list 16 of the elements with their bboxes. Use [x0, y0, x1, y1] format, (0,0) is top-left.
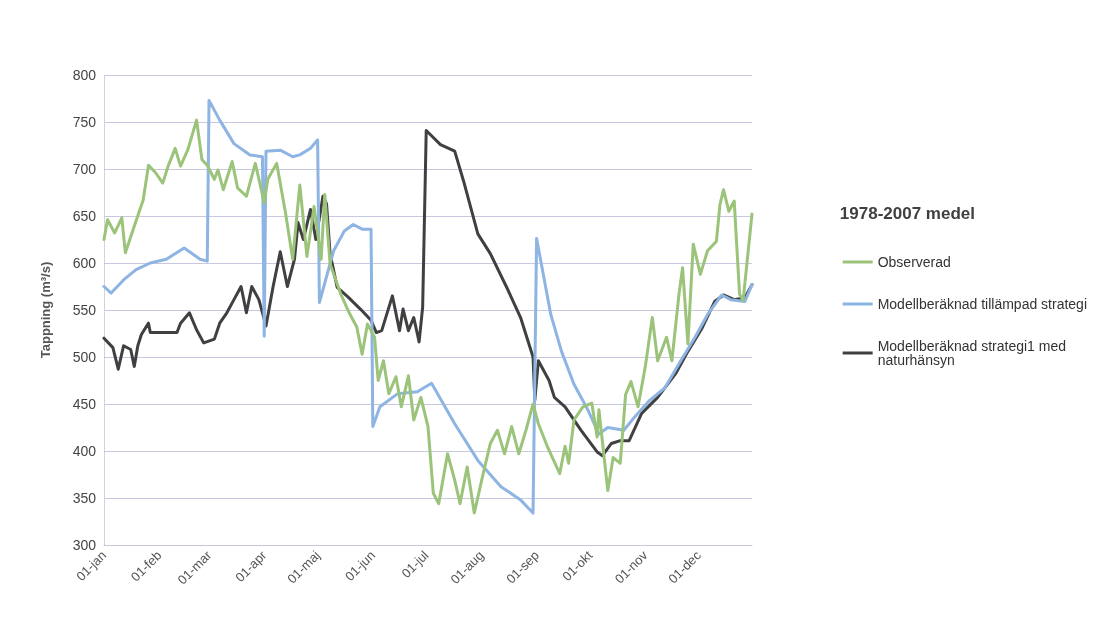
y-tick-label: 700 [72, 161, 97, 177]
y-tick-label: 400 [72, 443, 97, 459]
y-tick-label: 750 [72, 114, 97, 130]
legend-label: Modellberäknad strategi1 med naturhänsyn [877, 338, 1070, 368]
y-tick-label: 350 [72, 490, 97, 506]
y-tick-label: 600 [72, 255, 97, 271]
y-tick-label: 800 [72, 67, 97, 83]
legend-label: Observerad [877, 254, 951, 270]
y-axis-title: Tappning (m³/s) [38, 261, 53, 359]
y-tick-label: 300 [72, 537, 97, 553]
legend-title: 1978-2007 medel [839, 204, 975, 223]
y-tick-label: 550 [72, 302, 97, 318]
y-tick-label: 650 [72, 208, 97, 224]
legend-label: Modellberäknad tillämpad strategi [877, 296, 1088, 312]
y-tick-label: 450 [72, 396, 97, 412]
y-tick-label: 500 [72, 349, 97, 365]
